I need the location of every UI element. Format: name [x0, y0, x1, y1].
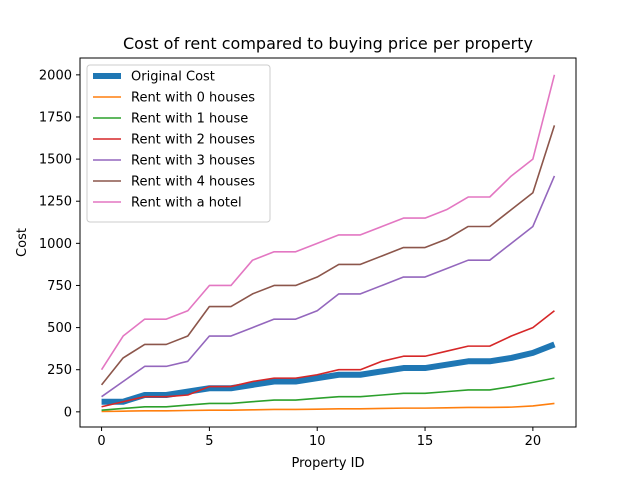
y-tick-label: 500: [47, 321, 72, 336]
x-tick-label: 5: [205, 434, 213, 449]
series-line-rent-with-2-houses: [101, 310, 555, 408]
x-tick-label: 0: [97, 434, 105, 449]
legend-label-rent-with-0-houses: Rent with 0 houses: [131, 91, 255, 106]
chart-title: Cost of rent compared to buying price pe…: [123, 34, 533, 53]
y-tick-label: 1250: [39, 195, 72, 210]
legend-label-rent-with-1-house: Rent with 1 house: [131, 112, 248, 127]
x-axis: 0 5 10 15 20: [97, 427, 541, 449]
legend-label-rent-with-3-houses: Rent with 3 houses: [131, 154, 255, 169]
x-tick-label: 20: [525, 434, 542, 449]
series-line-rent-with-3-houses: [101, 175, 556, 398]
y-tick-label: 1500: [39, 153, 72, 168]
series-line-original-cost: [101, 341, 556, 405]
series-line-rent-with-1-house: [101, 377, 555, 411]
plot-frame: [79, 57, 577, 428]
y-tick-label: 1000: [39, 237, 72, 252]
y-tick-label: 2000: [39, 68, 72, 83]
x-axis-label: Property ID: [292, 456, 365, 471]
series-line-rent-with-4-houses: [100, 125, 556, 386]
series-line-rent-with-0-houses: [101, 402, 555, 413]
legend-label-original-cost: Original Cost: [131, 70, 215, 85]
y-tick-label: 0: [64, 405, 72, 420]
x-tick-label: 15: [417, 434, 434, 449]
legend-label-rent-with-4-houses: Rent with 4 houses: [131, 175, 255, 190]
series-line-rent-with-a-hotel: [100, 74, 556, 371]
legend-label-rent-with-2-houses: Rent with 2 houses: [131, 133, 255, 148]
legend-label-rent-with-a-hotel: Rent with a hotel: [131, 196, 242, 211]
series-layer: [100, 74, 556, 413]
x-tick-label: 10: [309, 434, 326, 449]
y-tick-label: 250: [47, 363, 72, 378]
y-axis: 0 250 500 750 1000 1250 1500 1750 2000: [39, 68, 80, 420]
y-tick-label: 1750: [39, 110, 72, 125]
legend-box: [86, 64, 271, 223]
legend: Original Cost Rent with 0 houses Rent with…: [86, 64, 271, 223]
y-axis-label: Cost: [15, 228, 30, 257]
y-tick-label: 750: [47, 279, 72, 294]
